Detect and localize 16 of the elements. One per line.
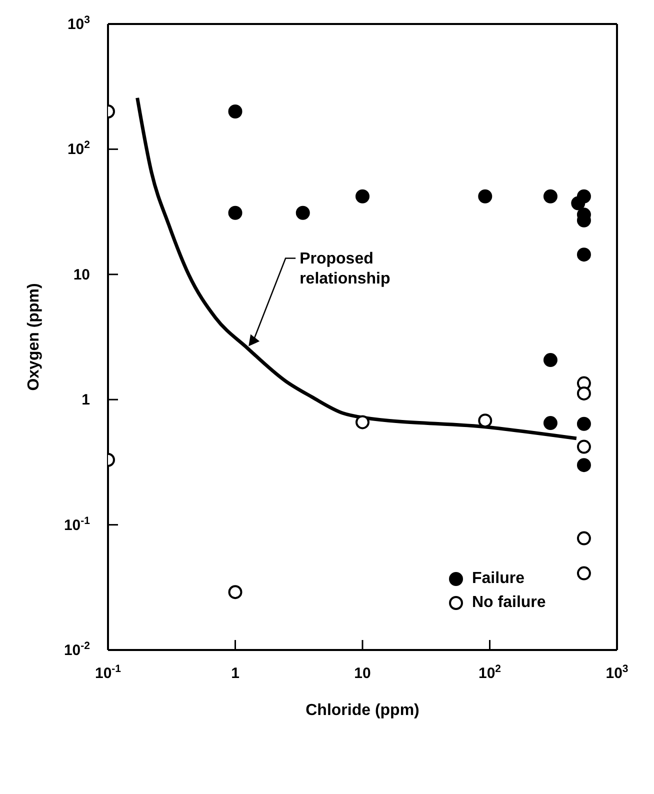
x-tick-label: 1 [231, 665, 240, 682]
x-axis-title: Chloride (ppm) [306, 702, 420, 719]
y-tick-label: 10 [73, 266, 90, 284]
x-tick-label: 10$^{-1}$ [94, 663, 122, 682]
legend-label: Failure [472, 570, 524, 588]
y-tick-label: 10$^{-2}$ [64, 640, 90, 659]
legend-label: No failure [472, 594, 546, 612]
x-tick-label: 10 [354, 665, 371, 682]
y-tick-label: 10$^{3}$ [67, 14, 90, 33]
x-tick-label: 10$^{2}$ [478, 663, 502, 682]
x-tick-label: 10$^{3}$ [606, 663, 628, 682]
y-axis-title: Oxygen (ppm) [26, 283, 43, 391]
annotation: Proposed relationship [300, 250, 390, 288]
y-tick-label: 10$^{-1}$ [64, 514, 90, 534]
y-tick-label: 10$^{2}$ [67, 139, 90, 158]
y-tick-label: 1 [82, 392, 90, 409]
